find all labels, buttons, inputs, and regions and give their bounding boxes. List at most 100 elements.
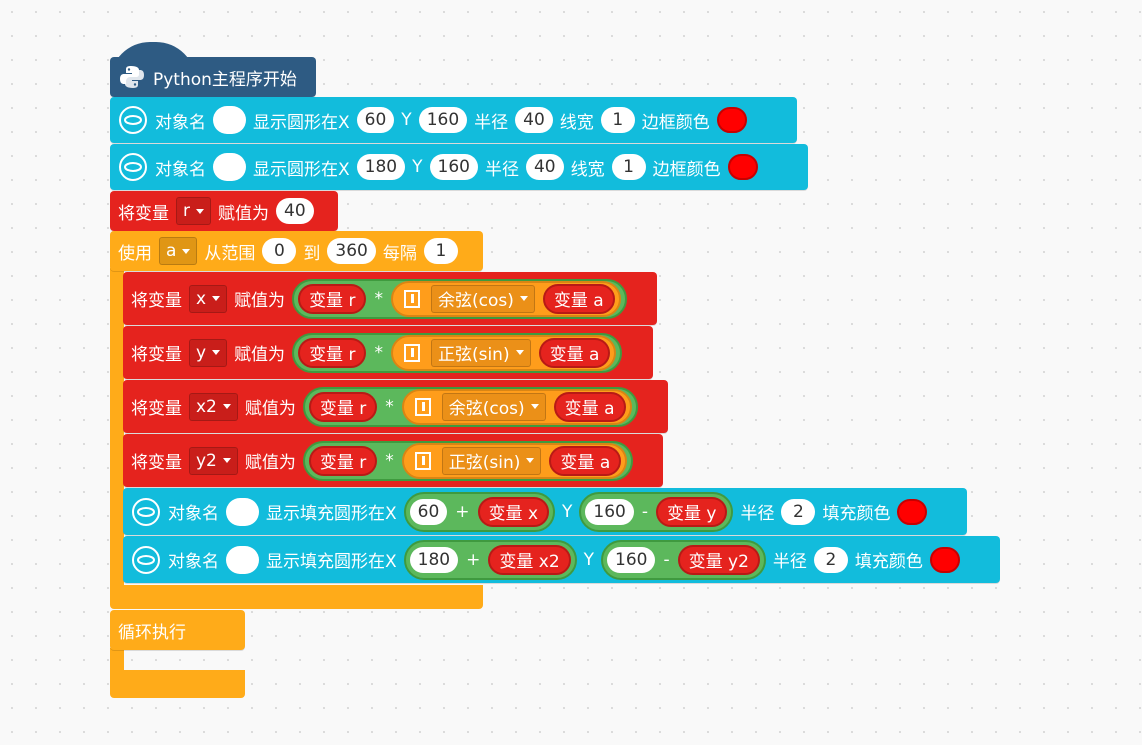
number-input[interactable]: 2 — [813, 546, 848, 573]
number-input[interactable]: 60 — [356, 107, 395, 133]
number-input[interactable]: 40 — [276, 198, 314, 224]
label: Y — [562, 501, 573, 522]
number-input[interactable]: 40 — [515, 107, 553, 133]
text-input[interactable] — [226, 545, 259, 574]
color-picker[interactable] — [716, 107, 747, 133]
variable-reporter[interactable]: 变量 a — [549, 445, 622, 476]
number-input[interactable]: 160 — [418, 107, 468, 133]
number-input[interactable]: 160 — [607, 546, 656, 573]
color-picker[interactable] — [897, 498, 928, 525]
variable-reporter[interactable]: 变量 a — [553, 391, 626, 422]
hat-block[interactable]: Python主程序开始 — [110, 57, 316, 97]
number-input[interactable]: 2 — [781, 498, 816, 525]
math-reporter[interactable]: 160- 变量 y — [579, 491, 734, 532]
number-input[interactable]: 1 — [423, 238, 458, 264]
number-input[interactable]: 360 — [327, 238, 376, 264]
variable-reporter[interactable]: 变量 x2 — [488, 544, 571, 575]
dropdown[interactable]: y — [189, 338, 228, 367]
dropdown-value: 余弦(cos) — [448, 399, 525, 419]
function-reporter[interactable]: 余弦(cos) 变量 a — [390, 280, 621, 317]
math-reporter[interactable]: 160- 变量 y2 — [601, 539, 766, 580]
label: 将变量 — [131, 291, 182, 311]
circle-block[interactable]: 对象名 显示圆形在X 60 Y 160 半径 40 线宽 1 边框颜色 — [110, 97, 797, 143]
number-input[interactable]: 180 — [409, 546, 459, 573]
dropdown[interactable]: 正弦(sin) — [430, 338, 531, 367]
fill-circle-block[interactable]: 对象名 显示填充圆形在X 60 + 变量 x Y 160- 变量 y 半径 2 填充颜色 — [123, 488, 967, 535]
number-input[interactable]: 1 — [611, 154, 646, 180]
color-picker[interactable] — [929, 546, 960, 573]
set-variable-block[interactable]: 将变量 x 赋值为 变量 r * 余弦(cos) 变量 a — [123, 272, 657, 325]
variable-reporter[interactable]: 变量 x — [477, 496, 550, 527]
number-input[interactable]: 1 — [600, 107, 635, 133]
number-input[interactable]: 40 — [525, 154, 564, 180]
circle-block[interactable]: 对象名 显示圆形在X 180 Y 160 半径 40 线宽 1 边框颜色 — [110, 144, 808, 190]
variable-reporter[interactable]: 变量 a — [538, 337, 611, 368]
math-reporter[interactable]: 变量 r * 正弦(sin) 变量 a — [292, 332, 623, 373]
dropdown-value: x2 — [196, 396, 217, 417]
text-input[interactable] — [213, 106, 246, 134]
icon-shape — [124, 162, 142, 172]
variable-name: 变量 r — [319, 453, 367, 473]
dropdown[interactable]: 正弦(sin) — [441, 446, 542, 475]
icon-shape — [119, 153, 147, 181]
math-reporter[interactable]: 变量 r * 余弦(cos) 变量 a — [292, 278, 627, 319]
number-input[interactable]: 0 — [262, 238, 297, 264]
math-reporter[interactable]: 变量 r * 正弦(sin) 变量 a — [302, 440, 634, 481]
number-input[interactable]: 60 — [409, 498, 448, 525]
variable-reporter[interactable]: 变量 r — [308, 445, 378, 476]
icon-shape — [403, 343, 420, 362]
variable-reporter[interactable]: 变量 y2 — [677, 544, 760, 575]
number-input[interactable]: 160 — [429, 154, 478, 180]
set-variable-block[interactable]: 将变量 x2 赋值为 变量 r * 余弦(cos) 变量 a — [123, 380, 668, 433]
text-input[interactable] — [213, 153, 246, 181]
label: 半径 — [484, 159, 519, 180]
function-reporter[interactable]: 余弦(cos) 变量 a — [401, 388, 632, 425]
set-variable-block[interactable]: 将变量 r 赋值为 40 — [110, 191, 338, 231]
variable-name: 变量 r — [309, 345, 356, 365]
icon-shape — [132, 545, 160, 574]
set-variable-block[interactable]: 将变量 y 赋值为 变量 r * 正弦(sin) 变量 a — [123, 326, 653, 379]
dropdown[interactable]: y2 — [189, 446, 238, 475]
number-input[interactable]: 180 — [356, 154, 406, 180]
icon-shape — [132, 497, 160, 526]
label: 边框颜色 — [641, 112, 710, 133]
number-input[interactable]: 160 — [585, 498, 634, 525]
variable-reporter[interactable]: 变量 r — [298, 283, 367, 314]
math-reporter[interactable]: 180 + 变量 x2 — [403, 539, 577, 580]
forever-block[interactable]: 循环执行 — [110, 610, 245, 650]
function-reporter[interactable]: 正弦(sin) 变量 a — [401, 442, 628, 479]
math-reporter[interactable]: 60 + 变量 x — [403, 491, 556, 532]
variable-reporter[interactable]: 变量 r — [298, 337, 367, 368]
math-reporter[interactable]: 变量 r * 余弦(cos) 变量 a — [302, 386, 638, 427]
label: 线宽 — [570, 159, 605, 180]
dropdown[interactable]: x — [189, 284, 228, 313]
variable-name: 变量 a — [549, 345, 600, 365]
variable-name: 变量 y — [667, 504, 717, 524]
label: 填充颜色 — [854, 552, 923, 572]
dropdown[interactable]: r — [176, 197, 211, 225]
dropdown[interactable]: 余弦(cos) — [441, 392, 546, 421]
set-variable-block[interactable]: 将变量 y2 赋值为 变量 r * 正弦(sin) 变量 a — [123, 434, 663, 487]
variable-reporter[interactable]: 变量 y — [656, 496, 728, 527]
for-range-block[interactable]: 使用 a 从范围 0 到 360 每隔 1 — [110, 231, 483, 271]
book-icon — [414, 451, 434, 471]
label: 显示圆形在X — [253, 159, 350, 180]
variable-name: 变量 a — [560, 453, 611, 473]
icon-shape — [119, 106, 147, 134]
dropdown-arrow — [212, 296, 221, 301]
dropdown-arrow — [212, 350, 221, 355]
dropdown[interactable]: 余弦(cos) — [430, 284, 535, 313]
variable-reporter[interactable]: 变量 r — [308, 391, 378, 422]
label: 将变量 — [131, 399, 182, 419]
function-reporter[interactable]: 正弦(sin) 变量 a — [390, 334, 617, 371]
variable-reporter[interactable]: 变量 a — [542, 283, 615, 314]
dropdown[interactable]: a — [159, 237, 198, 265]
icon-shape — [133, 83, 137, 86]
color-picker[interactable] — [727, 154, 758, 180]
text-input[interactable] — [226, 497, 259, 526]
dropdown[interactable]: x2 — [189, 392, 238, 421]
label: 半径 — [740, 504, 775, 524]
fill-circle-block[interactable]: 对象名 显示填充圆形在X 180 + 变量 x2 Y 160- 变量 y2 半径 2 填充颜色 — [123, 536, 1000, 583]
